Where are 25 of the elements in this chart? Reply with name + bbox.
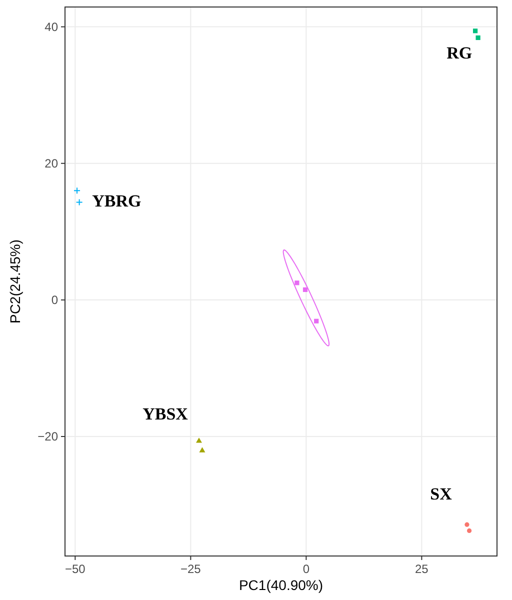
series-label: SX xyxy=(430,484,453,504)
point xyxy=(196,438,202,443)
y-tick-label: 0 xyxy=(51,292,58,307)
x-tick-label: 25 xyxy=(415,562,429,576)
y-tick-label: 40 xyxy=(44,20,58,34)
point xyxy=(294,280,300,286)
point xyxy=(464,522,470,527)
y-tick-label: 20 xyxy=(44,156,58,170)
x-tick-label: −25 xyxy=(180,562,202,576)
point xyxy=(476,35,480,40)
x-tick-label: −50 xyxy=(64,562,86,576)
x-axis-title: PC1(40.90%) xyxy=(238,577,324,593)
series-label: YBRG xyxy=(92,191,142,210)
series-label: RG xyxy=(446,43,472,62)
point xyxy=(314,318,319,324)
x-tick-label: 0 xyxy=(302,562,310,576)
point xyxy=(74,187,81,194)
point xyxy=(76,198,83,206)
point xyxy=(199,447,206,452)
point xyxy=(472,28,478,34)
series-label: YBSX xyxy=(142,404,189,424)
y-tick-label: −20 xyxy=(38,430,58,444)
y-axis-title: PC2(24.45%) xyxy=(7,239,23,324)
point xyxy=(302,287,308,292)
point xyxy=(466,528,472,534)
